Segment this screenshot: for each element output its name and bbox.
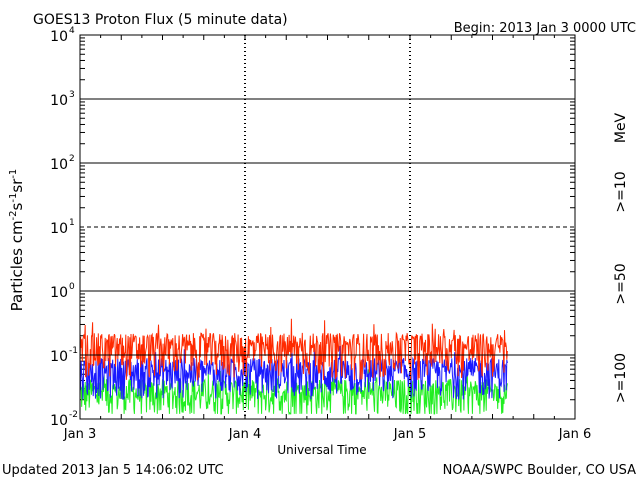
legend-unit: MeV — [613, 112, 629, 143]
x-tick-labels: Jan 3 Jan 4 Jan 5 Jan 6 — [63, 427, 591, 442]
y-tick-exp: 3 — [69, 90, 75, 100]
series-line-1 — [79, 345, 508, 400]
y-tick-exp: 2 — [69, 154, 75, 164]
y-tick-base: 10 — [50, 157, 68, 173]
y-tick-exp: 4 — [69, 26, 75, 36]
x-tick-label: Jan 5 — [393, 427, 426, 442]
x-tick-label: Jan 6 — [558, 427, 591, 442]
legend-ge100: >=100 — [613, 353, 629, 403]
y-tick-base: 10 — [50, 413, 68, 429]
y-tick-exp: 1 — [69, 218, 75, 228]
svg-text:Particles cm-2s-1sr-1: Particles cm-2s-1sr-1 — [8, 169, 26, 312]
footer-updated: Updated 2013 Jan 5 14:06:02 UTC — [2, 463, 224, 478]
y-tick-base: 10 — [50, 221, 68, 237]
y-tick-base: 10 — [50, 29, 68, 45]
y-tick-label: 10 — [50, 349, 68, 365]
chart-title: GOES13 Proton Flux (5 minute data) — [33, 12, 288, 28]
threshold-lines — [80, 98, 575, 356]
x-tick-label: Jan 3 — [63, 427, 96, 442]
y-tick-base: 10 — [50, 349, 68, 365]
ylabel-exp3: -1 — [8, 169, 19, 179]
begin-label: Begin: 2013 Jan 3 0000 UTC — [454, 21, 636, 36]
day-separators — [244, 35, 411, 419]
legend: MeV >=10 >=50 >=100 — [613, 112, 629, 403]
plot-frame — [79, 34, 576, 420]
legend-ge10: >=10 — [613, 171, 629, 212]
y-tick-label: 10 — [50, 413, 68, 429]
y-tick-label: 10 — [50, 93, 68, 109]
x-axis-title: Universal Time — [277, 443, 366, 457]
data-series — [79, 318, 508, 416]
ylabel-sr: sr — [8, 178, 26, 193]
ylabel-exp1: -2 — [8, 210, 19, 220]
y-tick-label: 10 — [50, 221, 68, 237]
y-tick-label: 10 — [50, 285, 68, 301]
ylabel-main: Particles cm — [8, 220, 26, 311]
y-tick-exp: 0 — [69, 282, 75, 292]
y-tick-exp: -1 — [69, 346, 78, 356]
ylabel-s: s — [8, 202, 26, 210]
y-tick-label: 10 — [50, 157, 68, 173]
ylabel-exp2: -1 — [8, 193, 19, 203]
y-tick-base: 10 — [50, 93, 68, 109]
y-tick-label: 10 — [50, 29, 68, 45]
series-line-2 — [79, 368, 508, 416]
series-line-0 — [79, 318, 508, 381]
legend-ge50: >=50 — [613, 263, 629, 304]
y-axis-title: Particles cm-2s-1sr-1 — [8, 169, 26, 312]
footer-credit: NOAA/SWPC Boulder, CO USA — [443, 463, 636, 478]
x-tick-label: Jan 4 — [228, 427, 261, 442]
y-tick-exp: -2 — [69, 410, 78, 420]
y-tick-base: 10 — [50, 285, 68, 301]
